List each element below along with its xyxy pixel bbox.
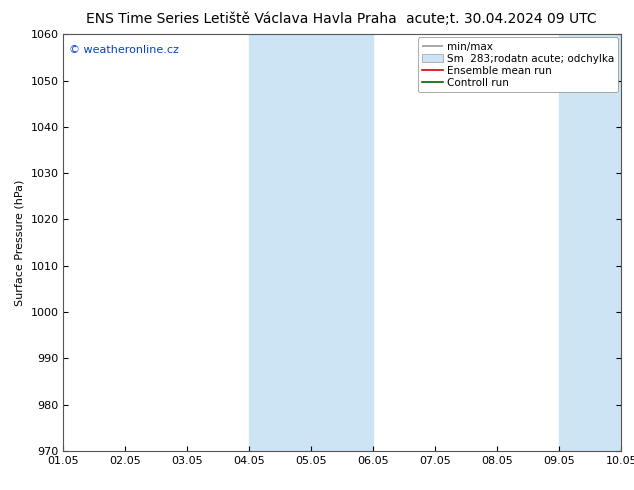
Y-axis label: Surface Pressure (hPa): Surface Pressure (hPa)	[15, 179, 25, 306]
Bar	[559, 34, 621, 451]
Text: ENS Time Series Letiště Václava Havla Praha: ENS Time Series Letiště Václava Havla Pr…	[86, 12, 396, 26]
Text: acute;t. 30.04.2024 09 UTC: acute;t. 30.04.2024 09 UTC	[406, 12, 596, 26]
Text: © weatheronline.cz: © weatheronline.cz	[69, 45, 179, 55]
Legend: min/max, Sm  283;rodatn acute; odchylka, Ensemble mean run, Controll run: min/max, Sm 283;rodatn acute; odchylka, …	[418, 37, 618, 92]
Bar	[249, 34, 373, 451]
